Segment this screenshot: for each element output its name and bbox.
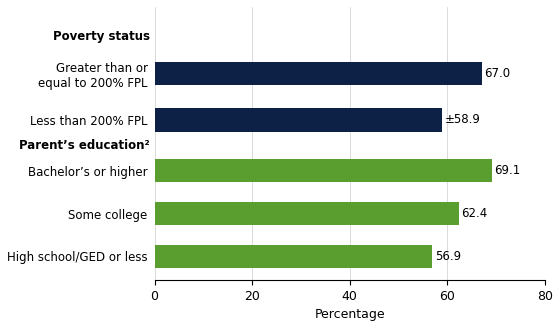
Bar xyxy=(155,108,442,132)
Text: 69.1: 69.1 xyxy=(494,164,521,177)
Bar xyxy=(155,245,432,268)
Bar xyxy=(155,159,492,182)
Text: 67.0: 67.0 xyxy=(484,67,510,80)
Text: 56.9: 56.9 xyxy=(435,250,461,263)
Text: 62.4: 62.4 xyxy=(461,207,488,220)
Text: Parent’s education²: Parent’s education² xyxy=(19,139,150,152)
Bar xyxy=(155,62,482,85)
Text: Poverty status: Poverty status xyxy=(53,30,150,43)
Bar xyxy=(155,202,459,225)
Text: ±58.9: ±58.9 xyxy=(445,113,480,127)
X-axis label: Percentage: Percentage xyxy=(315,308,385,321)
